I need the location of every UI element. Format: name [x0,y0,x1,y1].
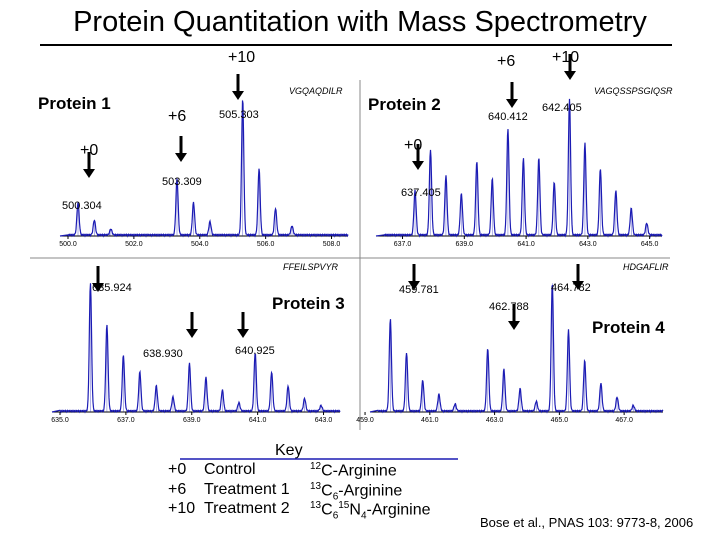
peak-annotation-p3: 638.930 [143,348,183,360]
arrow-head-p3 [186,329,198,338]
peak-annotation-p2: 640.412 [488,111,528,123]
protein-3-sequence: FFEILSPVYR [283,262,339,272]
key-row-isotope-1: 13C6-Arginine [310,481,403,503]
protein-4-sequence: HDGAFLIR [623,262,669,272]
spectrum-trace-p4 [369,284,664,414]
peak-annotation-p1: 505.303 [219,109,259,121]
protein-2-label: Protein 2 [368,95,441,114]
x-tick-label-p1: 500.0 [59,241,77,248]
spectrum-trace-p3 [51,283,341,414]
key-row-label-0: +0 [168,461,187,478]
x-tick-label-p4: 463.0 [486,417,504,424]
x-tick-label-p1: 502.0 [125,241,143,248]
x-tick-label-p4: 461.0 [421,417,439,424]
arrow-head-p4 [408,281,420,290]
protein-1-sequence: VGQAQDILR [289,86,343,96]
marker-label-p1: +6 [168,108,186,125]
key-row-isotope-2: 13C615N4-Arginine [310,500,431,522]
spectrum-trace-p1 [59,100,349,238]
key-row-treatment-2: Treatment 2 [204,500,290,517]
x-tick-label-p4: 467.0 [615,417,633,424]
marker-label-p2: +10 [552,49,579,66]
key-row-label-2: +10 [168,500,196,517]
x-tick-label-p3: 641.0 [249,417,267,424]
protein-1-label: Protein 1 [38,94,111,113]
arrow-head-p4 [572,281,584,290]
key-row-label-1: +6 [168,481,187,498]
marker-label-p1: +10 [228,49,255,66]
key-heading: Key [275,442,303,459]
protein-3-label: Protein 3 [272,294,345,313]
peak-annotation-p4: 459.781 [399,284,439,296]
arrow-head-p2 [564,71,576,80]
x-tick-label-p4: 465.0 [551,417,569,424]
marker-label-p1: +0 [80,142,98,159]
arrow-head-p4 [508,321,520,330]
peak-annotation-p1: 500.304 [62,200,102,212]
citation: Bose et al., PNAS 103: 9773-8, 2006 [480,515,694,530]
marker-label-p2: +0 [404,137,422,154]
arrow-head-p2 [412,161,424,170]
peak-annotation-p2: 642.405 [542,102,582,114]
key-row-treatment-1: Treatment 1 [204,481,290,498]
arrow-head-p1 [232,91,244,100]
x-tick-label-p3: 643.0 [315,417,333,424]
arrow-head-p3 [92,283,104,292]
peak-annotation-p3: 640.925 [235,345,275,357]
peak-annotation-p1: 503.309 [162,176,202,188]
x-tick-label-p3: 637.0 [117,417,135,424]
protein-2-sequence: VAGQSSPSGIQSR [594,86,673,96]
x-tick-label-p2: 643.0 [579,241,597,248]
protein-4-label: Protein 4 [592,318,665,337]
x-tick-label-p1: 506.0 [257,241,275,248]
arrow-head-p3 [237,329,249,338]
x-tick-label-p2: 637.0 [394,241,412,248]
peak-annotation-p2: 637.405 [401,187,441,199]
x-tick-label-p1: 504.0 [191,241,209,248]
x-tick-label-p2: 645.0 [641,241,659,248]
key-row-treatment-0: Control [204,461,256,478]
arrow-head-p1 [175,153,187,162]
x-tick-label-p1: 508.0 [323,241,341,248]
x-tick-label-p4: 459.0 [356,417,374,424]
x-tick-label-p2: 639.0 [456,241,474,248]
marker-label-p2: +6 [497,53,515,70]
x-tick-label-p3: 635.0 [51,417,69,424]
x-tick-label-p3: 639.0 [183,417,201,424]
x-tick-label-p2: 641.0 [517,241,535,248]
arrow-head-p2 [506,99,518,108]
arrow-head-p1 [83,169,95,178]
peak-annotation-p4: 462.788 [489,301,529,313]
slide-title: Protein Quantitation with Mass Spectrome… [73,6,647,38]
key-row-isotope-0: 12C-Arginine [310,461,397,480]
